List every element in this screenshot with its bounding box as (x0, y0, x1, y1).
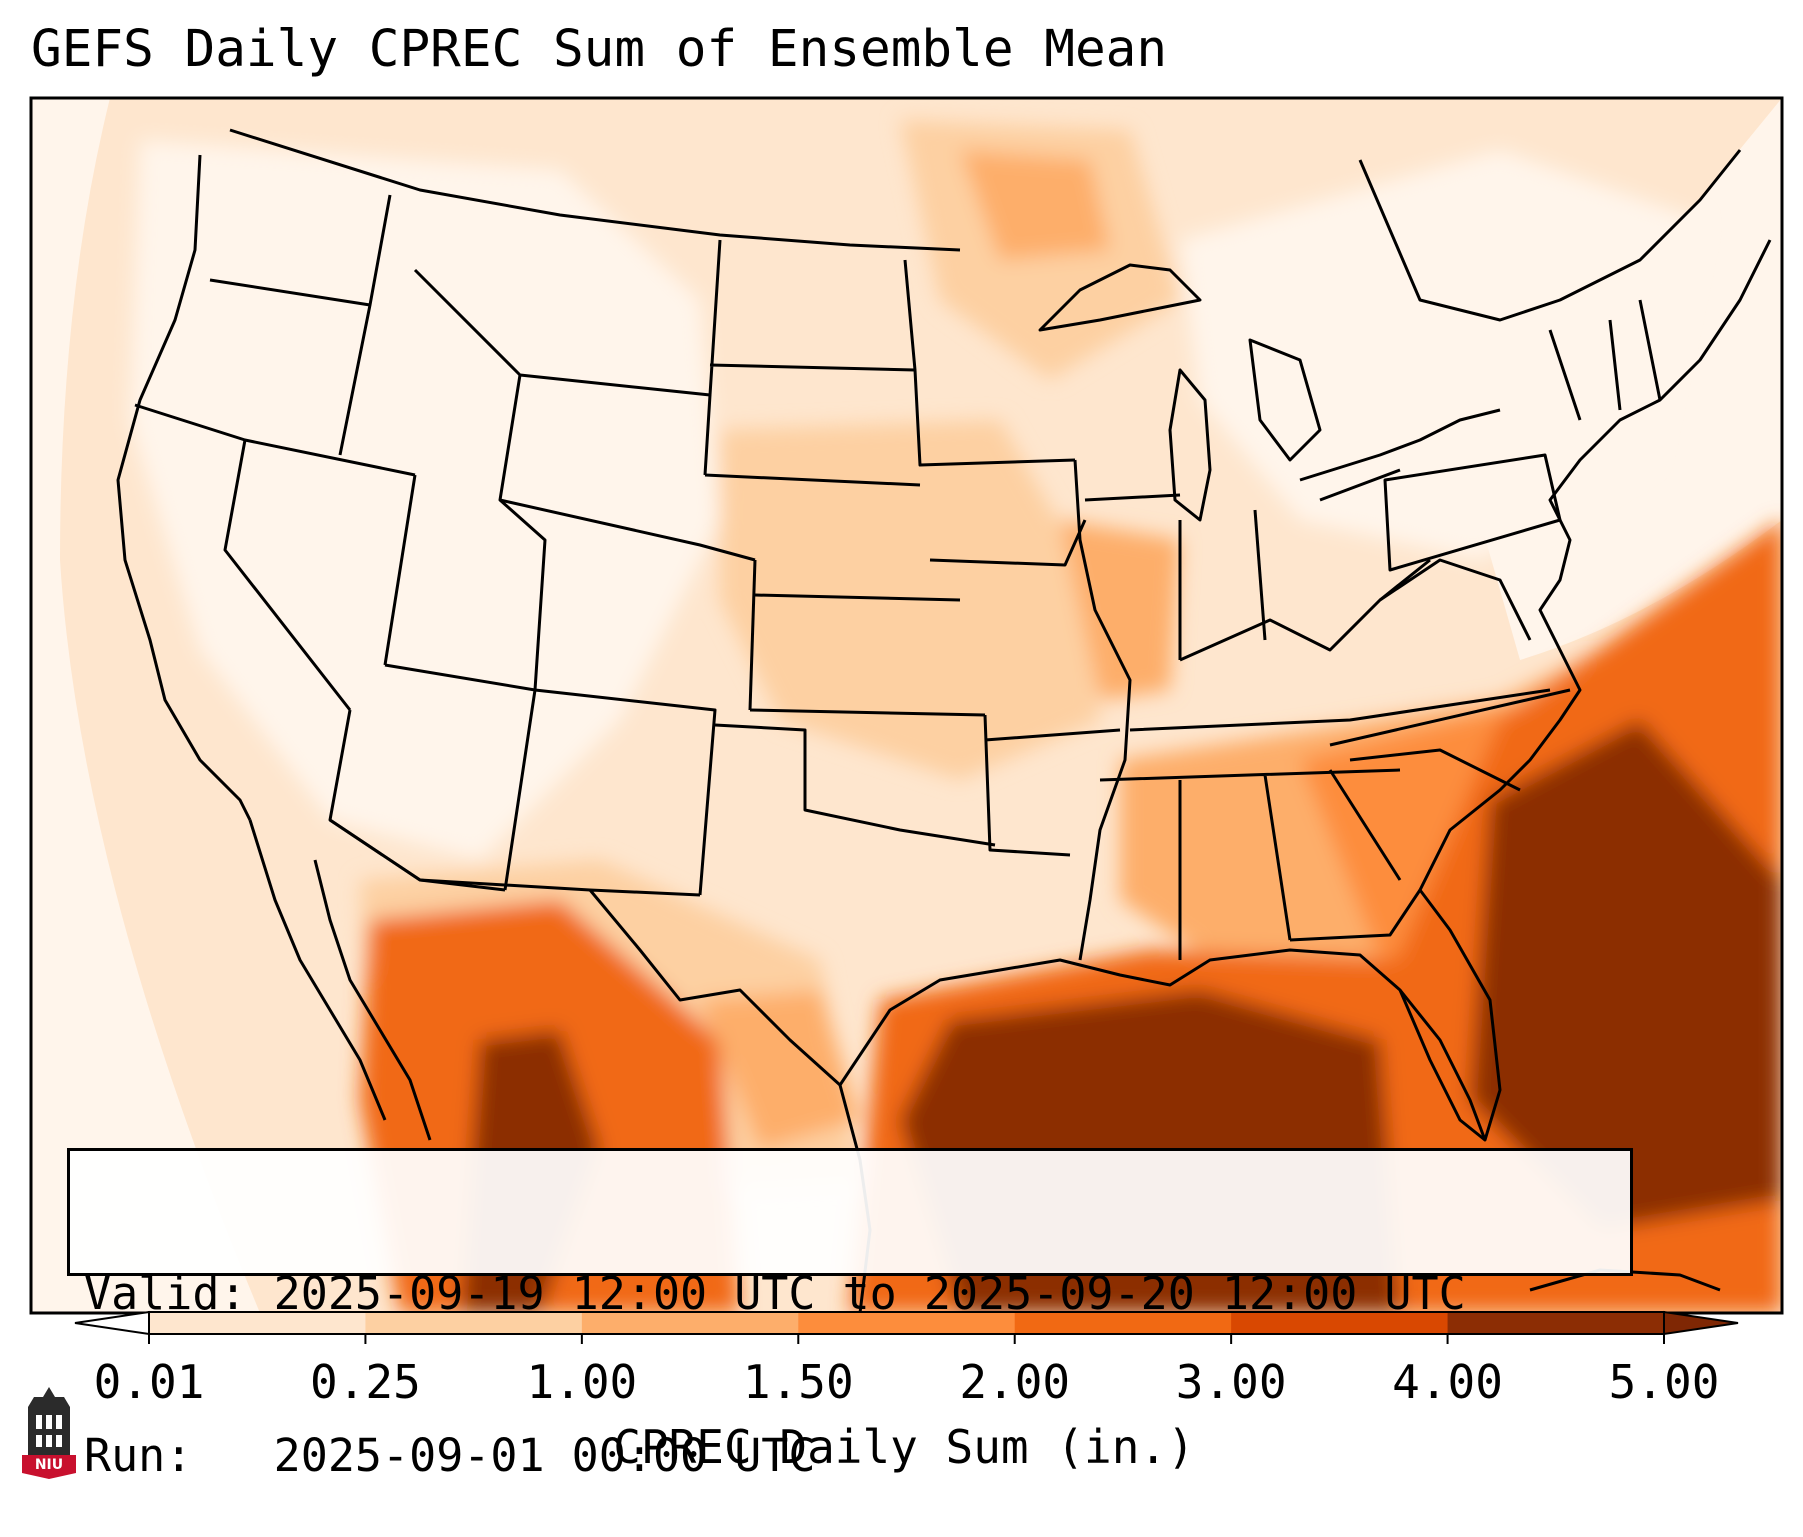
colorbar-tick-label: 0.01 (93, 1355, 205, 1409)
mn-ia-border (903, 259, 1076, 467)
colorbar-extend-min (74, 1310, 150, 1336)
co-nm-border (534, 688, 717, 896)
wv-va-border (1379, 558, 1532, 641)
mo-ar-border (983, 714, 1121, 857)
colorbar-tick-label: 3.00 (1175, 1355, 1287, 1409)
ga-sc-border (1328, 748, 1521, 881)
ut-wy-border (498, 374, 547, 691)
colorbar-segment (149, 1312, 366, 1334)
wi-il-border (1084, 493, 1181, 502)
nv-ca-border (223, 439, 352, 711)
atlantic-coastline (1418, 239, 1772, 891)
map-title: GEFS Daily CPREC Sum of Ensemble Mean (31, 20, 1168, 79)
ok-tx-border (714, 723, 996, 847)
mississippi-valley-field (1060, 520, 1180, 700)
colorbar-segment (365, 1312, 583, 1334)
ks-ok-border (749, 708, 986, 717)
colorbar-label: CPREC Daily Sum (in.) (613, 1420, 1195, 1474)
ne-ks-border (754, 593, 961, 602)
baja-coastline (248, 819, 387, 1121)
colorbar-segment (581, 1312, 799, 1334)
colorbar-tick-label: 1.00 (526, 1355, 638, 1409)
colorbar-tick-label: 2.00 (959, 1355, 1071, 1409)
great-lakes-michigan (1168, 368, 1212, 522)
mexico-border (329, 818, 591, 892)
nc-va-border (1329, 688, 1571, 747)
colorbar-segments (149, 1312, 1665, 1334)
mississippi-river (1073, 459, 1132, 961)
colorbar-extend-max (1663, 1310, 1739, 1336)
wy-co-border (499, 498, 756, 562)
colorbar-tick-label: 0.25 (310, 1355, 421, 1409)
gulf-of-california-coastline (313, 859, 432, 1141)
ohio-river (1179, 558, 1431, 662)
wa-or-border (209, 278, 371, 307)
niu-logo-text: NIU (34, 1457, 64, 1473)
florida-peninsula (1398, 889, 1502, 1142)
colorbar-segment (1447, 1312, 1665, 1334)
great-lakes-superior (1038, 263, 1202, 332)
great-lakes-erie-ontario (1299, 408, 1501, 502)
dakotas-border (703, 239, 916, 476)
cuba-coastline (1529, 1268, 1721, 1292)
pa-ny-border (1383, 453, 1562, 572)
atlantic-core (1470, 720, 1782, 1230)
co-ks-border (748, 559, 757, 711)
colorbar-tick-label: 4.00 (1392, 1355, 1503, 1409)
western-us-field (130, 140, 720, 860)
nv-ut-border (383, 474, 417, 666)
ne-sd-border (704, 473, 921, 487)
id-border (338, 194, 392, 456)
niu-tower-icon (22, 1387, 76, 1479)
colorbar-outline (148, 1311, 1665, 1335)
state-boundaries (134, 128, 1742, 1087)
niu-banner (22, 1455, 76, 1479)
in-oh-border (1253, 509, 1267, 641)
colorbar-ticks (148, 1334, 1665, 1344)
colorbar-tick-label: 1.50 (742, 1355, 854, 1409)
colorbar-tick-label: 5.00 (1608, 1355, 1720, 1409)
outside-domain-area (31, 98, 260, 1313)
colorbar-segment (1231, 1312, 1449, 1334)
run-time-text: Run: 2025-09-01 00:00 UTC (84, 1429, 816, 1482)
canada-border-west (229, 128, 961, 252)
ky-tn-border (1129, 688, 1551, 732)
colorbar-segment (798, 1312, 1016, 1334)
gulf-coastline (838, 948, 1486, 1142)
valid-run-info-box: Valid: 2025-09-19 12:00 UTC to 2025-09-2… (67, 1148, 1633, 1482)
precipitation-map (29, 96, 1784, 1315)
colorbar-segment (1014, 1312, 1232, 1334)
pacific-coastline (116, 154, 252, 821)
northeast-field (1180, 150, 1700, 560)
tn-ms-al-border (1099, 768, 1401, 960)
niu-tower-windows (36, 1415, 62, 1447)
upper-midwest-core (960, 150, 1110, 260)
ga-fl-border (1289, 889, 1422, 942)
great-lakes-huron (1248, 338, 1322, 462)
colorbar (74, 1310, 1739, 1344)
canada-border-east (1358, 149, 1742, 322)
texas-field (700, 990, 860, 1150)
new-england-borders (1548, 299, 1662, 421)
